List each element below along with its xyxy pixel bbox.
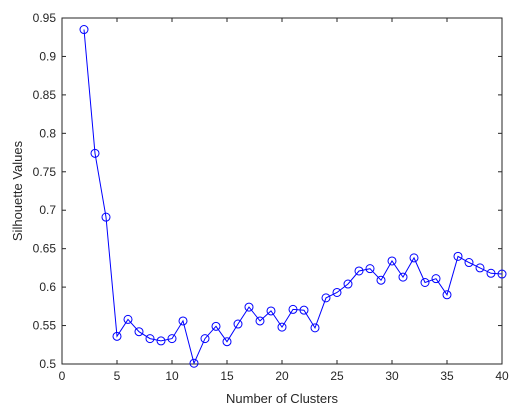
y-tick-label: 0.5 — [39, 357, 56, 371]
y-tick-label: 0.6 — [39, 280, 56, 294]
data-point — [398, 272, 408, 282]
y-tick-label: 0.75 — [33, 165, 57, 179]
y-axis-label: Silhouette Values — [10, 140, 25, 241]
x-tick-label: 15 — [220, 369, 234, 383]
y-tick-label: 0.65 — [33, 242, 57, 256]
data-point — [376, 275, 386, 285]
x-tick-label: 0 — [59, 369, 66, 383]
data-point — [409, 253, 419, 263]
data-point — [464, 258, 474, 268]
data-point — [156, 336, 166, 346]
y-tick-label: 0.85 — [33, 88, 57, 102]
data-point — [288, 304, 298, 314]
data-point — [299, 305, 309, 315]
plot-area — [61, 17, 503, 365]
data-point — [79, 25, 89, 35]
y-tick-label: 0.7 — [39, 203, 56, 217]
data-point — [178, 316, 188, 326]
data-point — [255, 316, 265, 326]
data-point — [189, 358, 199, 368]
data-point — [167, 334, 177, 344]
data-point — [211, 321, 221, 331]
axis-ticks: 0 5 10 15 20 25 30 35 40 0.5 0.55 0.6 0.65 0.7 0.75 0.8… — [33, 11, 509, 383]
data-point — [266, 306, 276, 316]
data-point — [123, 314, 133, 324]
data-point — [134, 327, 144, 337]
data-point — [365, 264, 375, 274]
data-point — [233, 319, 243, 329]
data-point — [310, 323, 320, 333]
data-point — [475, 263, 485, 273]
data-point — [200, 334, 210, 344]
data-point — [101, 212, 111, 222]
data-point — [343, 279, 353, 289]
data-point — [442, 290, 452, 300]
data-point — [321, 293, 331, 303]
y-tick-label: 0.55 — [33, 319, 57, 333]
data-point — [90, 148, 100, 158]
data-point — [486, 268, 496, 278]
x-tick-label: 20 — [275, 369, 289, 383]
y-tick-label: 0.8 — [39, 126, 56, 140]
y-tick-label: 0.9 — [39, 49, 56, 63]
data-point — [145, 334, 155, 344]
data-point — [354, 266, 364, 276]
data-point — [431, 274, 441, 284]
x-tick-label: 40 — [495, 369, 509, 383]
data-point — [277, 322, 287, 332]
data-series — [79, 25, 507, 368]
x-tick-label: 5 — [114, 369, 121, 383]
x-tick-label: 35 — [440, 369, 454, 383]
data-point — [453, 251, 463, 261]
y-tick-label: 0.95 — [33, 11, 57, 25]
data-point — [332, 287, 342, 297]
data-point — [112, 331, 122, 341]
data-point — [244, 302, 254, 312]
data-point — [222, 337, 232, 347]
x-tick-label: 10 — [165, 369, 179, 383]
data-point — [420, 277, 430, 287]
x-tick-label: 25 — [330, 369, 344, 383]
x-axis-label: Number of Clusters — [226, 391, 338, 406]
data-point — [497, 269, 507, 279]
x-tick-label: 30 — [385, 369, 399, 383]
data-point — [387, 256, 397, 266]
